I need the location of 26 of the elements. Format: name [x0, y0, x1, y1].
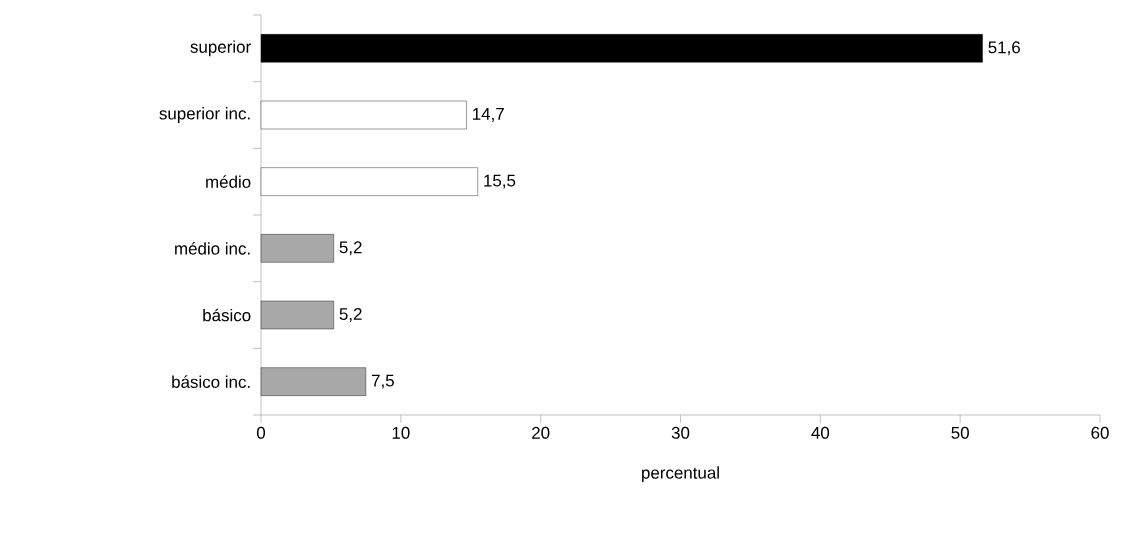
bar	[260, 100, 467, 130]
data-label: 7,5	[371, 374, 394, 389]
y-tick-label: médio inc.	[175, 242, 250, 255]
data-label: 5,2	[339, 307, 362, 322]
data-label: 14,7	[473, 108, 504, 122]
y-tick-label: básico	[203, 308, 251, 322]
y-tick-label: médio	[206, 175, 251, 188]
y-tick-label: superior	[190, 40, 251, 57]
x-tick-label: 50	[951, 426, 969, 439]
x-axis-title: percentual	[642, 466, 719, 483]
bar	[260, 300, 334, 330]
x-tick-label: 20	[532, 426, 550, 439]
x-tick-label: 0	[256, 426, 266, 439]
y-tick-label: básico inc.	[172, 375, 250, 388]
data-label: 5,2	[339, 241, 362, 256]
bar	[260, 234, 334, 263]
x-tick-label: 60	[1091, 426, 1109, 439]
bar	[260, 367, 367, 396]
x-tick-label: 40	[811, 426, 830, 439]
x-tick-label: 10	[392, 426, 410, 439]
data-label: 51,6	[988, 41, 1020, 56]
y-tick-label: superior inc.	[159, 107, 250, 123]
bar	[260, 167, 478, 196]
data-label: 15,5	[484, 174, 516, 189]
x-tick-label: 30	[671, 426, 690, 439]
bar	[260, 34, 983, 63]
